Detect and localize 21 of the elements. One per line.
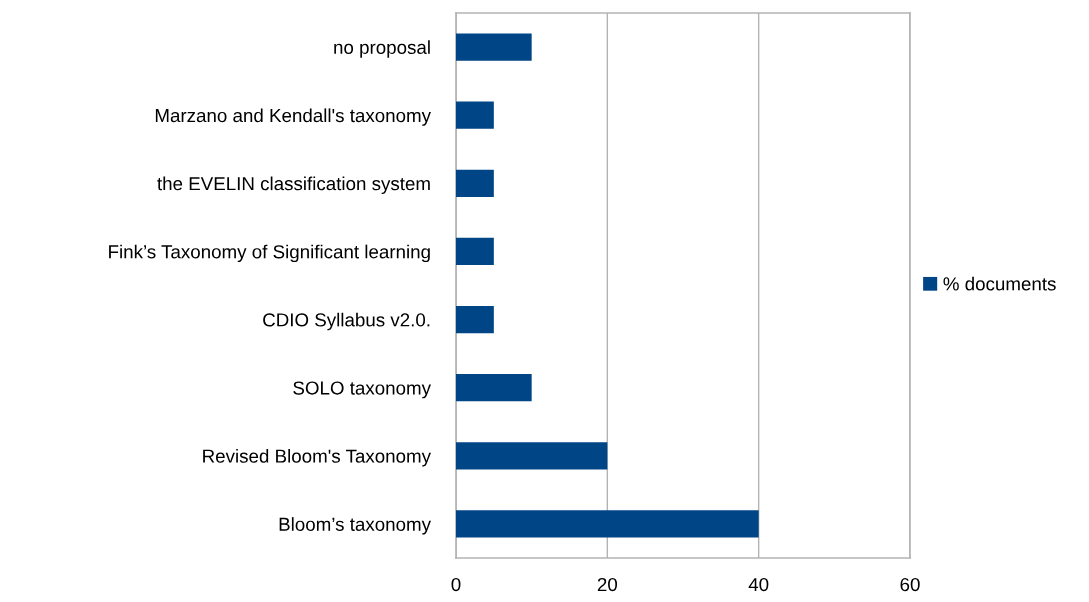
bar [456, 101, 494, 129]
bar [456, 169, 494, 197]
y-tick-label: Revised Bloom's Taxonomy [203, 449, 431, 467]
bar [456, 510, 759, 538]
bar [456, 33, 532, 61]
y-tick-label: the EVELIN classification system [157, 176, 430, 194]
bar [456, 442, 608, 470]
y-tick-label: Bloom’s taxonomy [279, 517, 431, 535]
bar [456, 374, 532, 402]
x-tick-label: 60 [900, 577, 920, 592]
y-tick-label: Fink’s Taxonomy of Significant learning [109, 244, 430, 263]
bar [456, 305, 494, 334]
y-tick-label: no proposal [334, 40, 430, 58]
legend-label: % documents [943, 276, 1056, 291]
y-tick-label: SOLO taxonomy [293, 381, 431, 399]
y-tick-label: CDIO Syllabus v2.0. [263, 312, 430, 331]
y-tick-label: Marzano and Kendall's taxonomy [155, 108, 431, 126]
bar [456, 237, 494, 266]
x-tick-label: 0 [451, 577, 461, 592]
x-tick-label: 40 [748, 577, 769, 592]
x-tick-label: 20 [597, 577, 618, 592]
